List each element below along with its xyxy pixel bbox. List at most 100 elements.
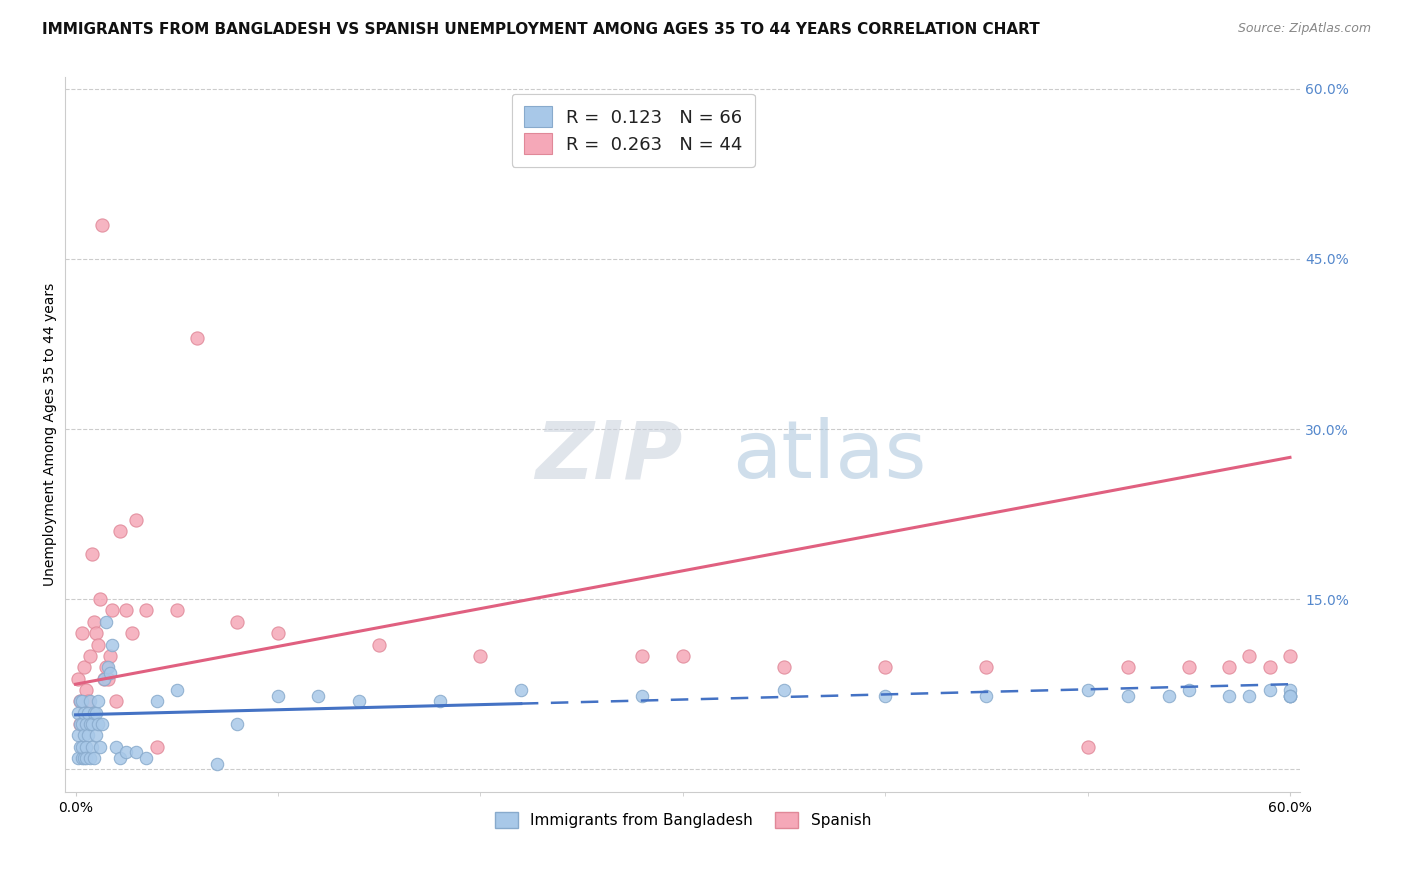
Point: [75, 682, 97, 697]
Point: [97, 660, 120, 674]
Point: [145, 694, 167, 708]
Point: [105, 694, 128, 708]
Point: [70, 694, 93, 708]
Point: [84, 706, 107, 720]
Point: [66, 728, 89, 742]
Point: [66, 672, 89, 686]
Point: [73, 660, 96, 674]
Point: [94, 615, 117, 629]
Point: [75, 751, 97, 765]
Point: [89, 592, 111, 607]
Point: [1239, 648, 1261, 663]
Point: [1218, 689, 1240, 703]
Point: [69, 694, 91, 708]
Point: [135, 751, 157, 765]
Point: [429, 694, 451, 708]
Point: [1177, 682, 1199, 697]
Y-axis label: Unemployment Among Ages 35 to 44 years: Unemployment Among Ages 35 to 44 years: [44, 283, 58, 586]
Point: [509, 682, 531, 697]
Point: [69, 694, 91, 708]
Point: [98, 665, 121, 680]
Point: [631, 689, 654, 703]
Point: [267, 626, 290, 640]
Point: [80, 739, 103, 754]
Point: [1239, 689, 1261, 703]
Point: [101, 603, 124, 617]
Point: [1258, 682, 1281, 697]
Point: [1278, 648, 1301, 663]
Point: [76, 706, 98, 720]
Point: [773, 660, 796, 674]
Point: [93, 672, 115, 686]
Point: [69, 717, 91, 731]
Point: [94, 660, 117, 674]
Point: [79, 648, 101, 663]
Point: [73, 728, 96, 742]
Point: [80, 717, 103, 731]
Point: [83, 615, 105, 629]
Point: [70, 739, 93, 754]
Point: [125, 513, 148, 527]
Point: [1278, 689, 1301, 703]
Text: IMMIGRANTS FROM BANGLADESH VS SPANISH UNEMPLOYMENT AMONG AGES 35 TO 44 YEARS COR: IMMIGRANTS FROM BANGLADESH VS SPANISH UN…: [42, 22, 1040, 37]
Point: [226, 717, 249, 731]
Legend: Immigrants from Bangladesh, Spanish: Immigrants from Bangladesh, Spanish: [488, 806, 877, 834]
Point: [83, 751, 105, 765]
Point: [69, 717, 91, 731]
Text: Source: ZipAtlas.com: Source: ZipAtlas.com: [1237, 22, 1371, 36]
Point: [207, 756, 229, 771]
Point: [66, 706, 89, 720]
Point: [1258, 660, 1281, 674]
Point: [90, 717, 112, 731]
Point: [115, 745, 138, 759]
Point: [121, 626, 143, 640]
Point: [875, 660, 897, 674]
Point: [79, 751, 101, 765]
Point: [1077, 739, 1099, 754]
Point: [108, 524, 131, 538]
Point: [70, 717, 93, 731]
Point: [108, 751, 131, 765]
Point: [347, 694, 370, 708]
Point: [1177, 660, 1199, 674]
Point: [76, 694, 98, 708]
Point: [1278, 689, 1301, 703]
Point: [166, 603, 188, 617]
Text: ZIP: ZIP: [534, 417, 682, 495]
Point: [1218, 660, 1240, 674]
Point: [101, 638, 124, 652]
Point: [1116, 689, 1139, 703]
Point: [1077, 682, 1099, 697]
Point: [773, 682, 796, 697]
Point: [186, 331, 208, 345]
Point: [470, 648, 492, 663]
Point: [125, 745, 148, 759]
Point: [90, 218, 112, 232]
Point: [368, 638, 391, 652]
Point: [73, 706, 96, 720]
Point: [631, 648, 654, 663]
Point: [672, 648, 695, 663]
Point: [1278, 689, 1301, 703]
Point: [70, 751, 93, 765]
Point: [83, 706, 105, 720]
Point: [115, 603, 138, 617]
Point: [307, 689, 329, 703]
Point: [69, 739, 91, 754]
Point: [75, 717, 97, 731]
Point: [98, 648, 121, 663]
Point: [145, 739, 167, 754]
Point: [976, 660, 998, 674]
Point: [80, 547, 103, 561]
Point: [79, 694, 101, 708]
Point: [105, 739, 128, 754]
Point: [1278, 682, 1301, 697]
Point: [166, 682, 188, 697]
Point: [87, 694, 110, 708]
Point: [76, 728, 98, 742]
Point: [73, 751, 96, 765]
Point: [1116, 660, 1139, 674]
Text: atlas: atlas: [733, 417, 927, 495]
Point: [875, 689, 897, 703]
Point: [66, 751, 89, 765]
